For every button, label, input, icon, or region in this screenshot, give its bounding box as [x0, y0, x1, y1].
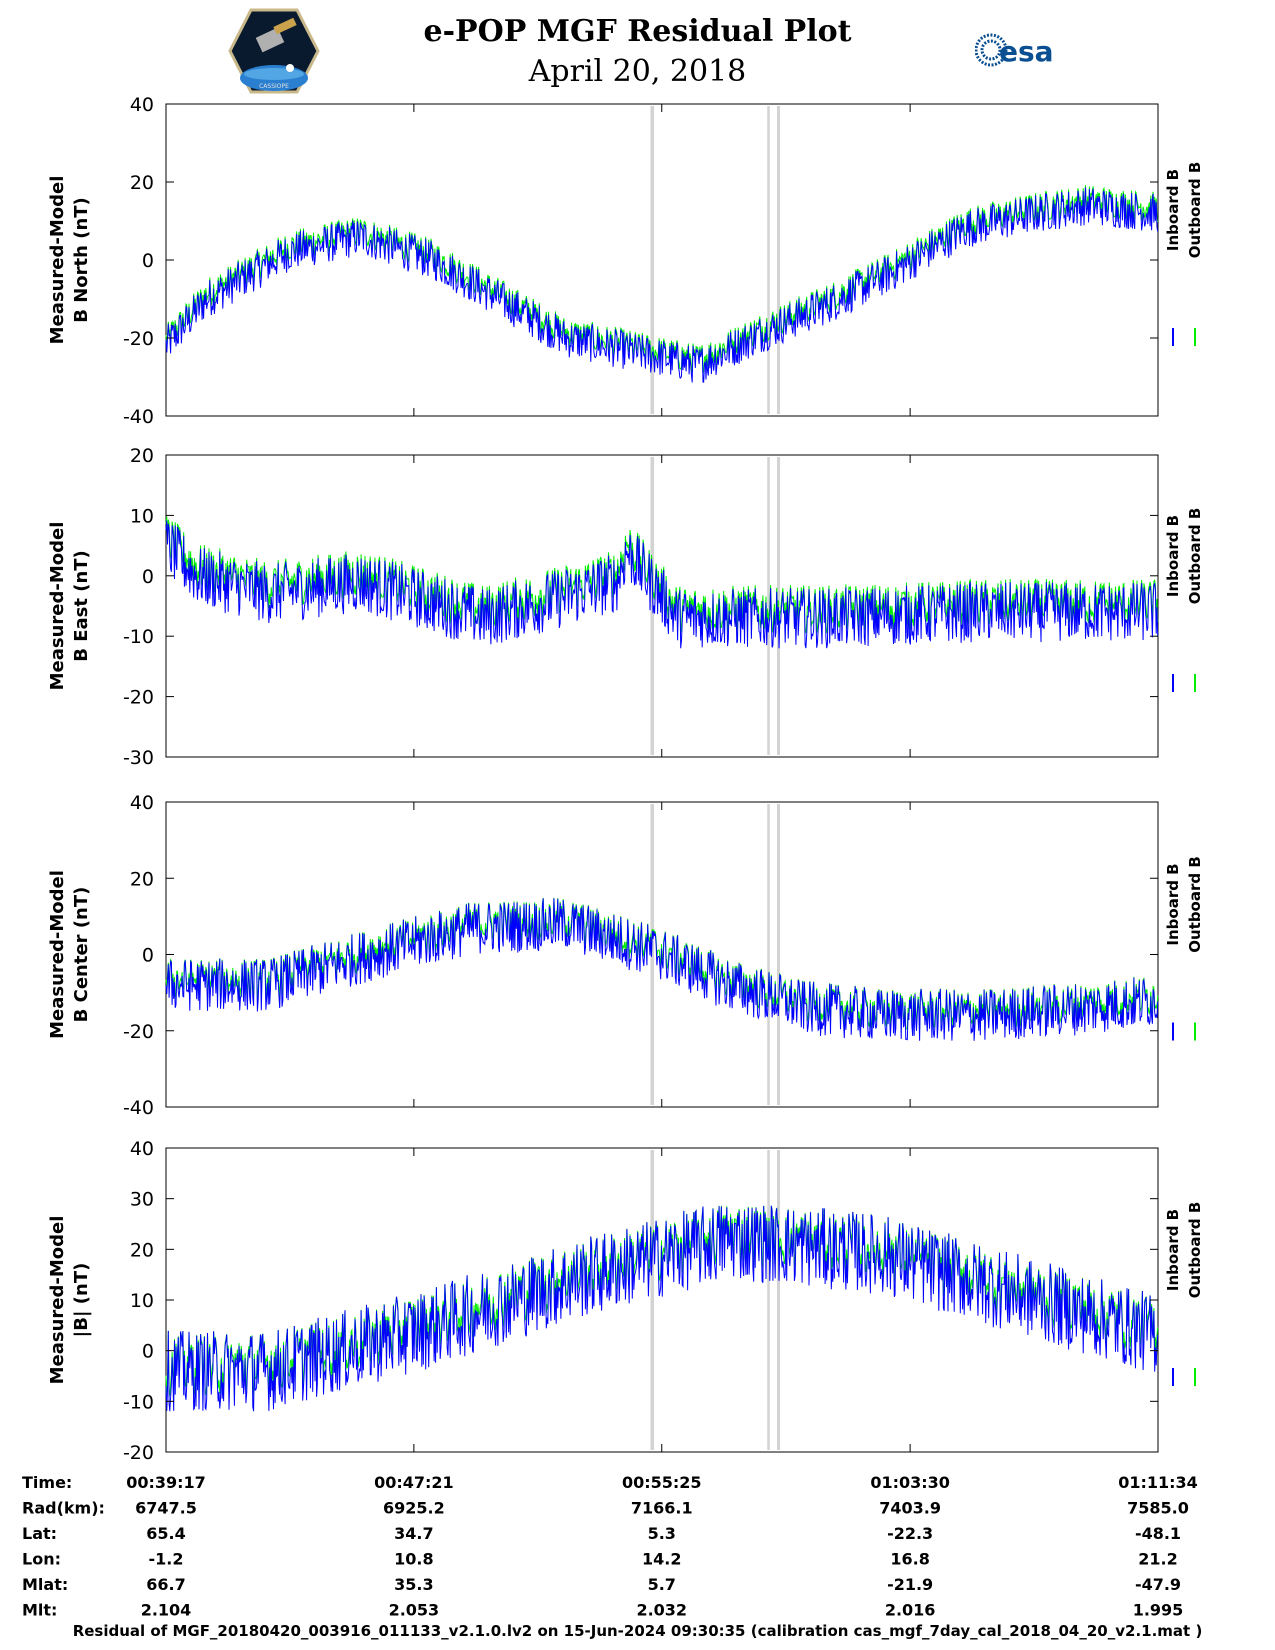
y-tick-label: 0: [142, 945, 154, 967]
y-axis-label: B East (nT): [71, 550, 92, 662]
y-axis-label: |B| (nT): [71, 1263, 92, 1338]
y-tick-label: 40: [130, 94, 154, 116]
ephemeris-value: 6925.2: [383, 1499, 445, 1518]
y-tick-label: 30: [130, 1189, 154, 1211]
y-tick-label: -20: [123, 1442, 154, 1464]
ephemeris-value: 34.7: [394, 1524, 433, 1543]
ephemeris-value: 7403.9: [879, 1499, 941, 1518]
ephemeris-row-label: Rad(km):: [22, 1499, 105, 1518]
y-tick-label: 0: [142, 250, 154, 272]
y-tick-label: -20: [123, 1021, 154, 1043]
ephemeris-value: 66.7: [146, 1575, 185, 1594]
data-gap-2-1: [650, 457, 655, 755]
ephemeris-value: -22.3: [887, 1524, 933, 1543]
y-tick-label: 20: [130, 172, 154, 194]
ephemeris-row-label: Mlt:: [22, 1601, 57, 1620]
data-gap-3-3: [776, 804, 781, 1105]
ephemeris-value: 2.104: [141, 1601, 192, 1620]
legend-label: Inboard B: [1164, 1209, 1182, 1291]
legend-label: Outboard B: [1186, 1202, 1204, 1299]
cassiope-logo-icon: CASSIOPE: [228, 8, 320, 94]
data-gap-3-1: [650, 804, 655, 1105]
legend-label: Inboard B: [1164, 863, 1182, 945]
ephemeris-value: 10.8: [394, 1550, 433, 1569]
y-tick-label: 20: [130, 445, 154, 467]
ephemeris-value: 5.3: [648, 1524, 676, 1543]
y-tick-label: 20: [130, 868, 154, 890]
ephemeris-value: 35.3: [394, 1575, 433, 1594]
y-tick-label: -10: [123, 626, 154, 648]
y-tick-label: 20: [130, 1239, 154, 1261]
ephemeris-value: 01:11:34: [1118, 1473, 1198, 1492]
y-tick-label: 10: [130, 1290, 154, 1312]
ephemeris-value: 2.016: [885, 1601, 936, 1620]
ephemeris-value: 00:55:25: [622, 1473, 702, 1492]
ephemeris-value: 16.8: [890, 1550, 929, 1569]
ephemeris-value: 1.995: [1133, 1601, 1184, 1620]
esa-logo-text: esa: [999, 35, 1054, 68]
footer-caption: Residual of MGF_20180420_003916_011133_v…: [72, 1622, 1203, 1640]
y-axis-label: B Center (nT): [71, 887, 92, 1023]
ephemeris-value: -21.9: [887, 1575, 933, 1594]
y-tick-label: 0: [142, 1341, 154, 1363]
esa-logo-icon: esa: [975, 33, 1054, 68]
ephemeris-value: 14.2: [642, 1550, 681, 1569]
ephemeris-value: 7166.1: [631, 1499, 693, 1518]
ephemeris-row-label: Mlat:: [22, 1575, 68, 1594]
inboard-b-trace-3: [165, 898, 1159, 1041]
y-tick-label: -40: [123, 406, 154, 428]
y-tick-label: -20: [123, 328, 154, 350]
cassiope-logo-text: CASSIOPE: [259, 83, 289, 90]
legend-label: Inboard B: [1164, 169, 1182, 251]
data-gap-4-1: [650, 1150, 655, 1450]
ephemeris-value: 00:39:17: [126, 1473, 206, 1492]
y-axis-label: Measured-Model: [47, 522, 68, 691]
ephemeris-row-label: Lat:: [22, 1524, 57, 1543]
legend-label: Outboard B: [1186, 162, 1204, 259]
data-gap-3-2: [767, 804, 770, 1105]
data-gap-4-2: [767, 1150, 770, 1450]
ephemeris-value: 7585.0: [1127, 1499, 1189, 1518]
data-gap-2-2: [767, 457, 770, 755]
y-axis-label: Measured-Model: [47, 1216, 68, 1385]
legend-label: Outboard B: [1186, 508, 1204, 605]
ephemeris-value: 01:03:30: [870, 1473, 950, 1492]
y-tick-label: -30: [123, 747, 154, 769]
inboard-b-trace-1: [165, 187, 1159, 383]
ephemeris-value: 00:47:21: [374, 1473, 454, 1492]
ephemeris-value: 65.4: [146, 1524, 185, 1543]
chart-subtitle: April 20, 2018: [528, 54, 747, 89]
inboard-b-trace-2: [165, 520, 1159, 649]
ephemeris-value: 5.7: [648, 1575, 676, 1594]
chart-title: e-POP MGF Residual Plot: [423, 14, 852, 49]
y-axis-label: Measured-Model: [47, 870, 68, 1039]
ephemeris-value: -47.9: [1135, 1575, 1181, 1594]
y-tick-label: 10: [130, 505, 154, 527]
inboard-b-trace-4: [165, 1205, 1159, 1412]
data-gap-1-3: [776, 106, 781, 414]
y-axis-label: B North (nT): [71, 197, 92, 323]
y-tick-label: 40: [130, 1138, 154, 1160]
data-gap-1-2: [767, 106, 770, 414]
ephemeris-value: 6747.5: [135, 1499, 197, 1518]
legend-label: Inboard B: [1164, 515, 1182, 597]
y-axis-label: Measured-Model: [47, 176, 68, 345]
data-gap-1-1: [650, 106, 655, 414]
ephemeris-value: 21.2: [1138, 1550, 1177, 1569]
ephemeris-value: 2.032: [636, 1601, 687, 1620]
ephemeris-row-label: Time:: [22, 1473, 72, 1492]
y-tick-label: -40: [123, 1097, 154, 1119]
y-tick-label: 40: [130, 792, 154, 814]
data-gap-4-3: [776, 1150, 781, 1450]
ephemeris-value: -1.2: [149, 1550, 184, 1569]
ephemeris-value: 2.053: [389, 1601, 440, 1620]
legend-label: Outboard B: [1186, 856, 1204, 953]
ephemeris-value: -48.1: [1135, 1524, 1181, 1543]
y-tick-label: -20: [123, 687, 154, 709]
ephemeris-row-label: Lon:: [22, 1550, 61, 1569]
y-tick-label: 0: [142, 566, 154, 588]
y-tick-label: -10: [123, 1391, 154, 1413]
